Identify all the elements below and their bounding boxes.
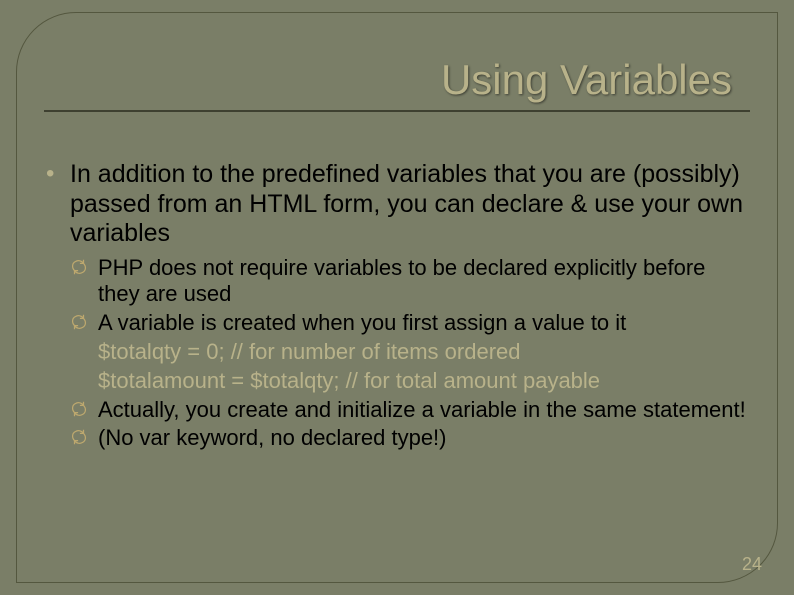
bullet-text: A variable is created when you first ass… [98,310,626,335]
loop-bullet-icon [70,258,88,276]
code-line: $totalqty = 0; // for number of items or… [70,339,750,366]
loop-bullet-icon [70,400,88,418]
sub-bullet-group: PHP does not require variables to be dec… [44,255,750,453]
bullet-lvl2: A variable is created when you first ass… [70,310,750,337]
bullet-text: (No var keyword, no declared type!) [98,425,447,450]
slide: Using Variables In addition to the prede… [0,0,794,595]
bullet-lvl2: Actually, you create and initialize a va… [70,397,750,424]
content-area: In addition to the predefined variables … [44,160,750,454]
loop-bullet-icon [70,428,88,446]
bullet-text: Actually, you create and initialize a va… [98,397,746,422]
code-line: $totalamount = $totalqty; // for total a… [70,368,750,395]
title-block: Using Variables [44,56,750,112]
bullet-lvl2: PHP does not require variables to be dec… [70,255,750,309]
slide-title: Using Variables [44,56,750,110]
bullet-lvl2: (No var keyword, no declared type!) [70,425,750,452]
title-underline [44,110,750,112]
bullet-lvl1: In addition to the predefined variables … [44,160,750,249]
page-number: 24 [742,554,762,575]
bullet-text: PHP does not require variables to be dec… [98,255,705,307]
loop-bullet-icon [70,313,88,331]
